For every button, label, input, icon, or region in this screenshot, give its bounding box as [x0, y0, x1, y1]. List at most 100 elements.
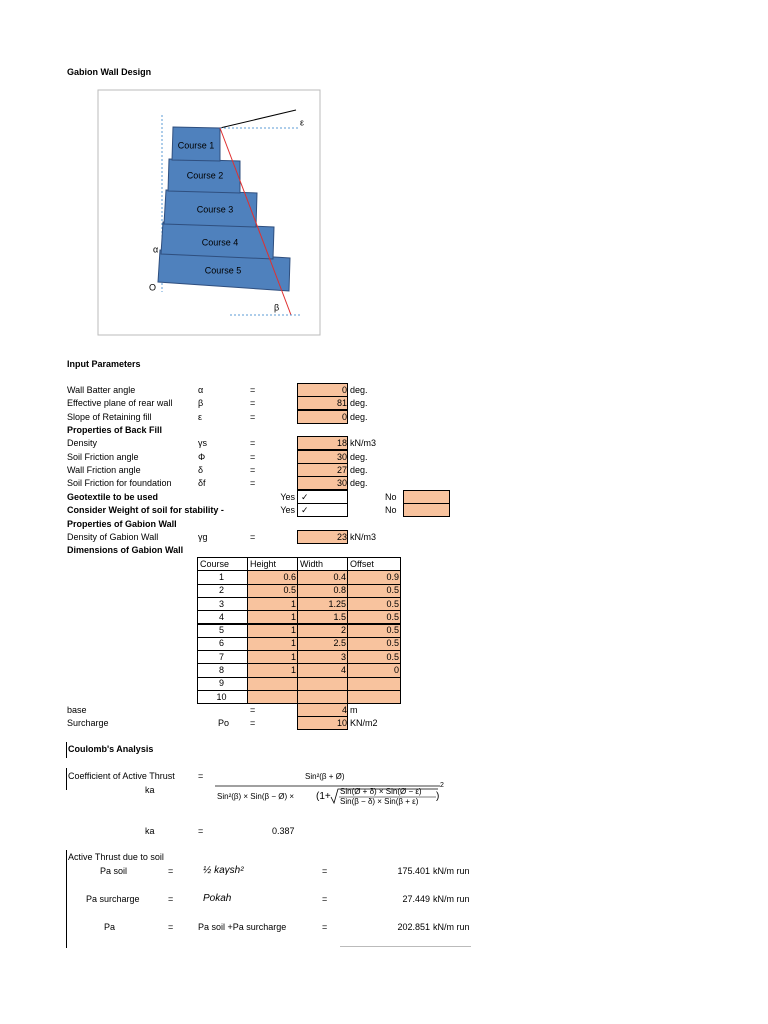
param-value: 81: [336, 398, 347, 409]
thrust-label: Pa: [104, 922, 116, 932]
section-heading: Input Parameters: [67, 359, 141, 369]
section-border: [66, 742, 67, 758]
table-value: 0.5: [386, 625, 399, 636]
rear-plane-line: [219, 127, 292, 316]
table-value: 0.5: [283, 585, 296, 596]
table-value: 0.5: [386, 598, 399, 609]
formula-inner-numerator: Sin(Ø + δ) × Sin(Ø − ε): [340, 787, 422, 796]
epsilon-label: ε: [300, 117, 304, 127]
table-value: 2: [340, 625, 346, 636]
equals: =: [198, 771, 204, 781]
equals: =: [250, 438, 256, 449]
equals: =: [322, 866, 328, 876]
equals: =: [250, 385, 256, 395]
table-value: 0.4: [333, 571, 346, 582]
option-check: ✓: [301, 505, 309, 516]
alpha-label: α: [153, 244, 158, 254]
param-value: 4: [341, 705, 347, 715]
param-label: base: [67, 705, 87, 715]
table-value: 1.25: [328, 598, 346, 609]
table-value: 7: [218, 651, 224, 662]
table-value: 1: [290, 598, 296, 609]
param-symbol: Φ: [198, 451, 206, 462]
equals: =: [250, 705, 256, 715]
param-unit: deg.: [350, 398, 368, 409]
coefficient-label: Coefficient of Active Thrust: [68, 771, 175, 781]
table-value: 1: [290, 638, 296, 649]
course-label: Course 1: [178, 140, 215, 150]
thrust-formula: Pokah: [203, 893, 232, 904]
formula-part: (1+: [316, 791, 331, 802]
option-label: Consider Weight of soil for stability -: [67, 505, 224, 516]
course-block: [171, 126, 221, 162]
param-unit: kN/m3: [350, 531, 377, 542]
table-value: 0.5: [386, 638, 399, 649]
param-label: Wall Friction angle: [67, 465, 141, 476]
option-cell: [403, 503, 450, 518]
table-value: 0.5: [386, 611, 399, 622]
equals: =: [250, 478, 256, 489]
formula-inner-denominator: Sin(β − δ) × Sin(β + ε): [340, 797, 419, 806]
param-label: Effective plane of rear wall: [67, 398, 173, 409]
param-label: Soil Friction angle: [67, 451, 139, 462]
equals: =: [168, 922, 174, 932]
table-value: 0.5: [386, 651, 399, 662]
param-symbol: δ: [198, 465, 204, 476]
table-value: 0.9: [386, 571, 399, 582]
ka-symbol: ka: [145, 826, 155, 836]
table-value: 0.6: [283, 571, 296, 582]
table-value: [347, 691, 400, 703]
param-label: Slope of Retaining fill: [67, 411, 152, 422]
param-label: Wall Batter angle: [67, 385, 136, 395]
param-unit: m: [350, 705, 358, 715]
slope-line: [219, 109, 297, 129]
table-cell: [347, 690, 401, 705]
option-cell: [297, 503, 348, 518]
table-value: 5: [218, 625, 224, 636]
section-border: [66, 850, 67, 948]
param-unit: deg.: [350, 478, 368, 489]
param-symbol: γs: [198, 438, 207, 449]
table-header: Height: [250, 558, 277, 569]
table-value: 1: [290, 625, 296, 636]
param-unit: deg.: [350, 465, 368, 476]
subsection-heading: Properties of Back Fill: [67, 425, 163, 436]
param-symbol: β: [198, 398, 204, 409]
equals: =: [250, 411, 256, 422]
param-symbol: δf: [198, 478, 206, 489]
table-value: 1: [290, 651, 296, 662]
table-value: [297, 691, 347, 703]
thrust-formula: Pa soil +Pa surcharge: [198, 922, 287, 932]
thrust-unit: kN/m run: [433, 922, 470, 932]
equals: =: [322, 894, 328, 904]
course-label: Course 2: [187, 170, 224, 180]
value-cell: [297, 716, 348, 730]
thrust-value: 202.851: [397, 922, 430, 932]
table-value: 2.5: [333, 638, 346, 649]
option-yes: Yes: [280, 505, 295, 516]
param-symbol: γg: [198, 531, 208, 542]
table-value: 0.5: [386, 585, 399, 596]
param-value: 30: [336, 451, 347, 462]
option-check: ✓: [301, 491, 309, 502]
equals: =: [250, 451, 256, 462]
table-header: Offset: [350, 558, 374, 569]
option-no: No: [385, 505, 397, 516]
ka-value: 0.387: [272, 826, 295, 836]
formula-part: ): [436, 791, 440, 802]
option-no: No: [385, 491, 397, 502]
table-value: 0.8: [333, 585, 346, 596]
table-value: 1.5: [333, 611, 346, 622]
param-symbol: α: [198, 385, 204, 395]
param-value: 10: [336, 718, 347, 728]
table-value: [297, 677, 347, 689]
course-label: Course 5: [205, 265, 242, 275]
table-value: 0: [393, 665, 399, 676]
option-yes: Yes: [280, 491, 295, 502]
table-value: [247, 677, 297, 689]
table-header: Width: [300, 558, 324, 569]
table-value: 3: [340, 651, 346, 662]
option-label: Geotextile to be used: [67, 491, 159, 502]
beta-label: β: [274, 302, 279, 312]
